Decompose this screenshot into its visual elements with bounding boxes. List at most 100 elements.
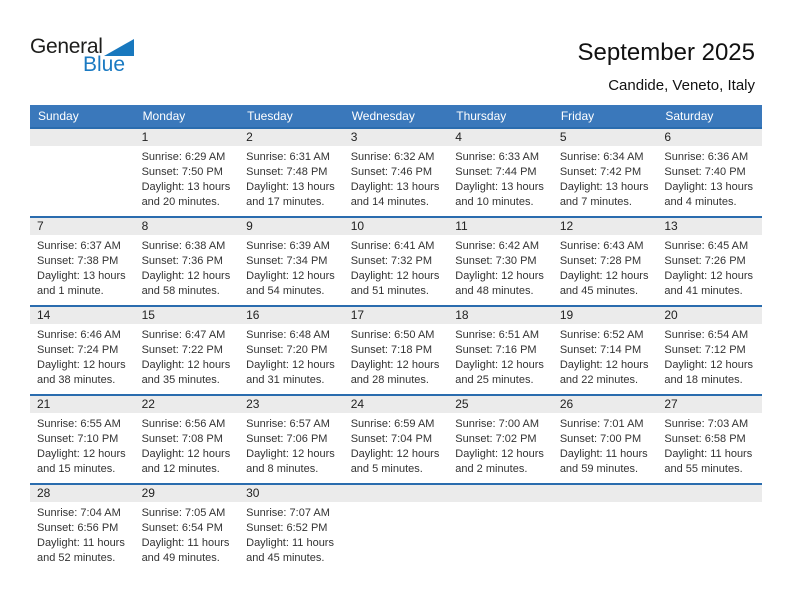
daylight-text: and 49 minutes. [141, 552, 220, 564]
daylight-text: and 35 minutes. [141, 374, 220, 386]
day-number: 27 [657, 396, 762, 413]
calendar-day-cell: 6 Sunrise: 6:36 AM Sunset: 7:40 PM Daylight… [657, 128, 762, 217]
sunrise-text: Sunrise: 6:42 AM [455, 240, 540, 252]
sunset-text: Sunset: 7:04 PM [350, 433, 433, 445]
sunset-text: Sunset: 7:28 PM [559, 255, 642, 267]
day-details: Sunrise: 6:42 AM Sunset: 7:30 PM Daylight:… [448, 235, 553, 299]
sunrise-text: Sunrise: 7:03 AM [664, 418, 749, 430]
sunset-text: Sunset: 7:10 PM [37, 433, 119, 445]
calendar-day-cell: 12 Sunrise: 6:43 AM Sunset: 7:28 PM Dayligh… [552, 217, 658, 306]
sunset-text: Sunset: 7:08 PM [141, 433, 223, 445]
daylight-text: and 54 minutes. [246, 285, 325, 297]
day-details: Sunrise: 6:59 AM Sunset: 7:04 PM Daylight:… [344, 413, 449, 477]
daylight-text: and 15 minutes. [37, 463, 116, 475]
day-number: 29 [134, 485, 240, 502]
calendar-day-cell: 11 Sunrise: 6:42 AM Sunset: 7:30 PM Dayligh… [448, 217, 553, 306]
sunrise-text: Sunrise: 6:55 AM [37, 418, 121, 430]
sunrise-text: Sunrise: 6:56 AM [141, 418, 226, 430]
day-details: Sunrise: 7:05 AM Sunset: 6:54 PM Daylight:… [135, 502, 240, 566]
daylight-text: and 41 minutes. [664, 285, 743, 297]
calendar-day-cell: 21 Sunrise: 6:55 AM Sunset: 7:10 PM Dayligh… [30, 395, 135, 484]
sunrise-text: Sunrise: 7:01 AM [559, 418, 644, 430]
sunset-text: Sunset: 7:00 PM [559, 433, 642, 445]
sunset-text: Sunset: 6:52 PM [246, 522, 328, 534]
day-details: Sunrise: 6:31 AM Sunset: 7:48 PM Daylight:… [239, 146, 344, 210]
day-number: 9 [239, 218, 344, 235]
sunset-text: Sunset: 7:42 PM [559, 166, 642, 178]
logo-line-1: General [30, 36, 134, 57]
sunset-text: Sunset: 7:36 PM [141, 255, 223, 267]
daylight-text: Daylight: 12 hours [246, 448, 335, 460]
calendar-day-cell: 9 Sunrise: 6:39 AM Sunset: 7:34 PM Daylight… [239, 217, 344, 306]
day-details [30, 146, 135, 150]
day-number: 16 [239, 307, 344, 324]
calendar-day-cell: 17 Sunrise: 6:50 AM Sunset: 7:18 PM Dayligh… [343, 306, 449, 395]
day-details: Sunrise: 6:29 AM Sunset: 7:50 PM Daylight:… [135, 146, 240, 210]
sunrise-text: Sunrise: 6:41 AM [350, 240, 435, 252]
calendar-day-cell: 8 Sunrise: 6:38 AM Sunset: 7:36 PM Daylight… [134, 217, 240, 306]
calendar-week-row: 21 Sunrise: 6:55 AM Sunset: 7:10 PM Dayligh… [30, 395, 762, 484]
calendar-empty-cell [343, 484, 449, 573]
day-number: 14 [30, 307, 135, 324]
sunset-text: Sunset: 6:56 PM [37, 522, 119, 534]
daylight-text: Daylight: 13 hours [664, 181, 754, 193]
sunset-text: Sunset: 7:06 PM [246, 433, 328, 445]
weekday-header-wednesday: Wednesday [343, 105, 449, 128]
sunrise-text: Sunrise: 6:43 AM [559, 240, 644, 252]
title-block: September 2025 Candide, Veneto, Italy [578, 39, 755, 95]
daylight-text: Daylight: 11 hours [664, 448, 753, 460]
calendar-empty-cell [552, 484, 658, 573]
calendar-day-cell: 30 Sunrise: 7:07 AM Sunset: 6:52 PM Dayligh… [239, 484, 344, 573]
sunset-text: Sunset: 7:16 PM [455, 344, 537, 356]
calendar-empty-cell [657, 484, 762, 573]
calendar-day-cell: 15 Sunrise: 6:47 AM Sunset: 7:22 PM Dayligh… [134, 306, 240, 395]
daylight-text: and 45 minutes. [559, 285, 639, 297]
daylight-text: Daylight: 13 hours [246, 181, 335, 193]
day-details: Sunrise: 6:41 AM Sunset: 7:32 PM Daylight:… [344, 235, 449, 299]
day-number: 3 [343, 129, 449, 146]
day-details: Sunrise: 6:52 AM Sunset: 7:14 PM Daylight:… [553, 324, 658, 388]
day-details: Sunrise: 6:37 AM Sunset: 7:38 PM Daylight:… [30, 235, 135, 299]
daylight-text: Daylight: 12 hours [350, 270, 440, 282]
sunrise-text: Sunrise: 6:45 AM [664, 240, 749, 252]
daylight-text: Daylight: 12 hours [350, 448, 440, 460]
sunrise-text: Sunrise: 6:38 AM [141, 240, 226, 252]
weekday-header-friday: Friday [552, 105, 658, 128]
daylight-text: Daylight: 12 hours [664, 359, 754, 371]
sunset-text: Sunset: 7:24 PM [37, 344, 119, 356]
calendar-day-cell: 19 Sunrise: 6:52 AM Sunset: 7:14 PM Dayligh… [552, 306, 658, 395]
sunrise-text: Sunrise: 7:00 AM [455, 418, 540, 430]
calendar-day-cell: 24 Sunrise: 6:59 AM Sunset: 7:04 PM Dayligh… [343, 395, 449, 484]
general-blue-logo: General Blue [30, 36, 134, 75]
daylight-text: Daylight: 12 hours [141, 270, 231, 282]
daylight-text: Daylight: 13 hours [455, 181, 544, 193]
day-details: Sunrise: 6:51 AM Sunset: 7:16 PM Daylight:… [448, 324, 553, 388]
day-details: Sunrise: 6:47 AM Sunset: 7:22 PM Daylight:… [135, 324, 240, 388]
sunrise-text: Sunrise: 6:50 AM [350, 329, 435, 341]
day-number: 28 [30, 485, 135, 502]
logo-triangle-icon [103, 39, 134, 56]
day-details: Sunrise: 6:54 AM Sunset: 7:12 PM Daylight:… [657, 324, 762, 388]
calendar-week-row: 14 Sunrise: 6:46 AM Sunset: 7:24 PM Dayligh… [30, 306, 762, 395]
daylight-text: Daylight: 11 hours [246, 537, 334, 549]
location-subtitle: Candide, Veneto, Italy [608, 77, 755, 95]
day-number [552, 485, 658, 502]
day-number: 2 [239, 129, 344, 146]
weekday-header-saturday: Saturday [657, 105, 762, 128]
daylight-text: Daylight: 13 hours [559, 181, 649, 193]
daylight-text: Daylight: 13 hours [350, 181, 440, 193]
calendar-day-cell: 26 Sunrise: 7:01 AM Sunset: 7:00 PM Dayligh… [552, 395, 658, 484]
calendar-day-cell: 5 Sunrise: 6:34 AM Sunset: 7:42 PM Daylight… [552, 128, 658, 217]
daylight-text: Daylight: 12 hours [455, 448, 544, 460]
sunrise-text: Sunrise: 6:47 AM [141, 329, 226, 341]
sunset-text: Sunset: 7:38 PM [37, 255, 119, 267]
daylight-text: Daylight: 11 hours [141, 537, 230, 549]
daylight-text: Daylight: 12 hours [350, 359, 440, 371]
daylight-text: and 45 minutes. [246, 552, 325, 564]
daylight-text: and 7 minutes. [559, 196, 632, 208]
day-details: Sunrise: 7:00 AM Sunset: 7:02 PM Daylight:… [448, 413, 553, 477]
day-details [553, 502, 658, 506]
sunset-text: Sunset: 7:20 PM [246, 344, 328, 356]
day-number: 23 [239, 396, 344, 413]
